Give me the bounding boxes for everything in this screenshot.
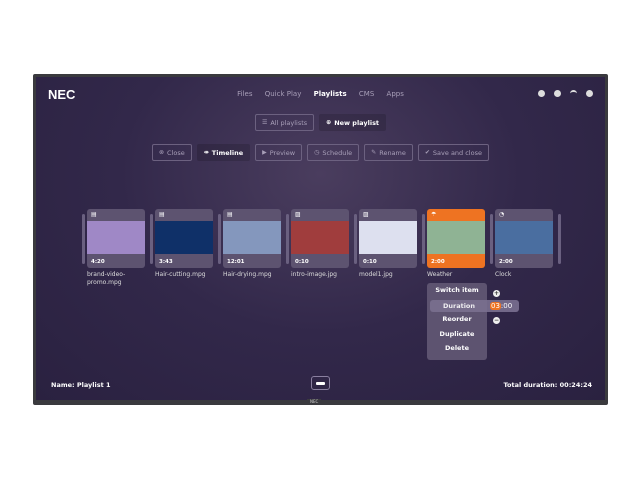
decrease-icon[interactable]: − (493, 317, 500, 324)
increase-icon[interactable]: + (493, 290, 500, 297)
download-icon[interactable] (538, 90, 545, 97)
plus-circle-icon: ⊕ (326, 119, 332, 126)
nav-cms[interactable]: CMS (358, 90, 375, 98)
duration-input[interactable]: 03:00 (490, 301, 512, 311)
weather-icon: ☂ (431, 211, 437, 218)
video-icon: ▤ (159, 211, 165, 218)
nav-quick-play[interactable]: Quick Play (264, 90, 302, 98)
list-icon: ☰ (261, 119, 268, 126)
image-icon: ▨ (295, 211, 301, 218)
thumbnail (359, 221, 417, 254)
menu-delete[interactable]: Delete (445, 344, 469, 352)
schedule-label: Schedule (322, 148, 353, 157)
thumbnail (87, 221, 145, 254)
reorder-handle[interactable] (286, 214, 289, 264)
close-circle-icon: ⊗ (159, 149, 165, 156)
nec-logo: NEC (48, 87, 76, 102)
timeline-item[interactable]: ▤ 12:01 (223, 209, 281, 268)
screen: NEC Files Quick Play Playlists CMS Apps … (36, 77, 605, 400)
video-icon: ▤ (91, 211, 97, 218)
item-name: model1.jpg (359, 271, 393, 278)
item-name: brand-video-promo.mpg (87, 271, 126, 286)
new-playlist-label: New playlist (334, 118, 380, 127)
menu-reorder[interactable]: Reorder (442, 315, 472, 323)
timeline-item[interactable]: ▨ 0:10 (291, 209, 349, 268)
image-icon: ▨ (363, 211, 369, 218)
item-name: intro-image.jpg (291, 271, 337, 278)
reorder-handle[interactable] (558, 214, 561, 264)
close-label: Close (167, 148, 185, 157)
item-duration: 2:00 (499, 259, 513, 265)
timeline-label: Timeline (211, 148, 244, 157)
globe-icon[interactable] (554, 90, 561, 97)
preview-label: Preview (269, 148, 296, 157)
reorder-handle[interactable] (490, 214, 493, 264)
clock-icon: ◔ (499, 211, 505, 218)
wifi-icon[interactable] (570, 90, 577, 97)
item-duration: 2:00 (431, 259, 445, 265)
reorder-handle[interactable] (422, 214, 425, 264)
item-duration: 0:10 (363, 259, 377, 265)
all-playlists-button[interactable]: ☰ All playlists (254, 114, 315, 131)
item-name: Clock (495, 271, 512, 278)
home-button[interactable] (311, 376, 330, 390)
video-icon: ▤ (227, 211, 233, 218)
nav-apps[interactable]: Apps (386, 90, 404, 98)
reorder-handle[interactable] (218, 214, 221, 264)
timeline-button[interactable]: ⇹ Timeline (196, 144, 251, 161)
bezel-logo: NEC (307, 399, 322, 404)
timeline-item[interactable]: ▨ 0:10 (359, 209, 417, 268)
context-menu: Switch item Reorder Duplicate Delete (427, 283, 487, 360)
rename-label: Rename (379, 148, 406, 157)
preview-button[interactable]: ▶ Preview (255, 144, 303, 161)
gear-icon[interactable] (586, 90, 593, 97)
menu-duplicate[interactable]: Duplicate (439, 329, 475, 338)
total-duration: Total duration: 00:24:24 (503, 381, 592, 389)
item-duration: 12:01 (227, 259, 245, 265)
reorder-handle[interactable] (354, 214, 357, 264)
all-playlists-label: All playlists (270, 118, 308, 127)
thumbnail (155, 221, 213, 254)
schedule-button[interactable]: ◷ Schedule (307, 144, 360, 161)
thumbnail (427, 221, 485, 254)
check-circle-icon: ✔ (424, 149, 430, 156)
timeline-item[interactable]: ☂ 2:00 (427, 209, 485, 268)
nav-playlists[interactable]: Playlists (313, 90, 347, 98)
item-duration: 3:43 (159, 259, 173, 265)
thumbnail (495, 221, 553, 254)
duration-minutes[interactable]: 03 (490, 302, 501, 310)
timeline-item[interactable]: ▤ 3:43 (155, 209, 213, 268)
item-name: Weather (427, 271, 453, 278)
menu-switch-item[interactable]: Switch item (435, 286, 479, 294)
reorder-handle[interactable] (82, 214, 85, 264)
duration-label: Duration (442, 302, 476, 310)
save-and-close-button[interactable]: ✔ Save and close (417, 144, 489, 161)
timeline-icon: ⇹ (203, 149, 209, 156)
top-nav: Files Quick Play Playlists CMS Apps (36, 90, 605, 98)
clock-icon: ◷ (314, 149, 320, 156)
new-playlist-button[interactable]: ⊕ New playlist (319, 114, 387, 131)
rename-button[interactable]: ✎ Rename (364, 144, 413, 161)
item-duration: 0:10 (295, 259, 309, 265)
duration-seconds[interactable]: :00 (500, 302, 513, 310)
minus-icon (316, 382, 325, 385)
timeline: ▤ 4:20 brand-video-promo.mpg ▤ 3:43 Hair-cutt… (81, 209, 561, 286)
nav-files[interactable]: Files (237, 90, 253, 98)
pencil-icon: ✎ (371, 149, 377, 156)
play-icon: ▶ (262, 149, 267, 156)
reorder-handle[interactable] (150, 214, 153, 264)
item-name: Hair-cutting.mpg (155, 271, 206, 278)
item-name: Hair-drying.mpg (223, 271, 272, 278)
item-duration: 4:20 (91, 259, 105, 265)
timeline-item[interactable]: ◔ 2:00 (495, 209, 553, 268)
save-label: Save and close (432, 148, 482, 157)
thumbnail (223, 221, 281, 254)
playlist-name: Name: Playlist 1 (51, 381, 111, 389)
status-icons (538, 90, 593, 97)
thumbnail (291, 221, 349, 254)
close-button[interactable]: ⊗ Close (152, 144, 192, 161)
timeline-item[interactable]: ▤ 4:20 (87, 209, 145, 268)
